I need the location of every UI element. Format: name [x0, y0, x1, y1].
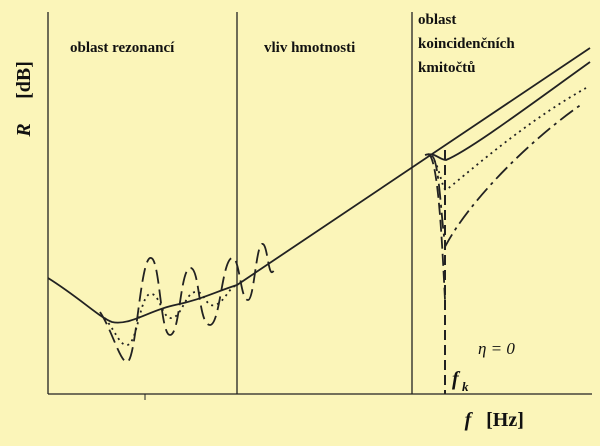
x-axis-label: f — [465, 409, 474, 431]
dashed-curve-2 — [427, 153, 446, 301]
fk-label: f — [452, 368, 461, 390]
fk-subscript: k — [462, 379, 469, 394]
solid-curve — [47, 47, 591, 324]
region-label: koincidenčních — [418, 36, 515, 52]
eta-label: η = 0 — [478, 339, 515, 358]
region-label: kmitočtů — [418, 60, 476, 76]
region-label: oblast — [418, 12, 456, 28]
dashed-curve — [99, 243, 275, 363]
region-label: vliv hmotnosti — [264, 40, 355, 56]
dotted-curve-2 — [429, 87, 587, 191]
y-axis-label: R — [13, 123, 35, 137]
dashdot-curve — [431, 103, 583, 247]
solid-curve-2 — [424, 61, 591, 161]
region-label: oblast rezonancí — [70, 40, 175, 56]
y-axis-unit: [dB] — [13, 61, 35, 99]
x-axis-unit: [Hz] — [486, 409, 524, 431]
